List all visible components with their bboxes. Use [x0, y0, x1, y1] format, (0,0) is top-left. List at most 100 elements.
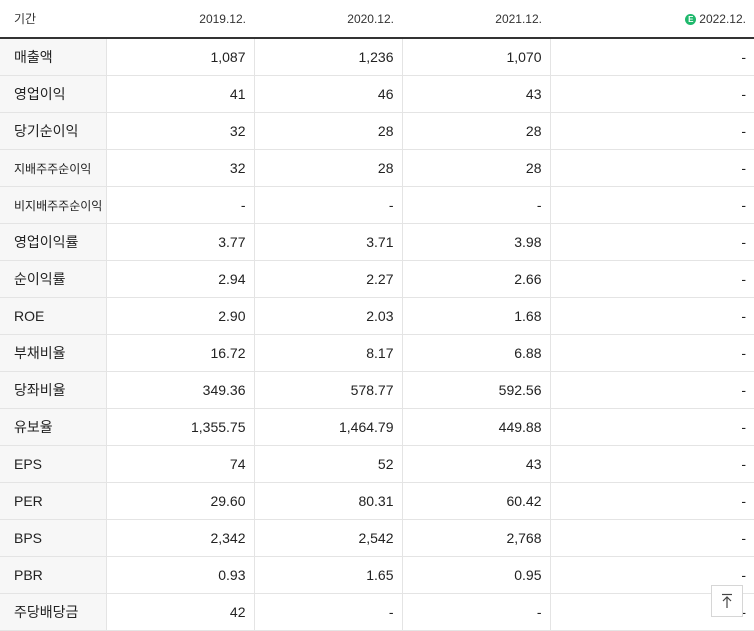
cell-value: 3.77 [106, 223, 255, 261]
cell-value: 1.68 [402, 297, 551, 335]
table-row: PER 29.60 80.31 60.42 - [0, 482, 754, 520]
table-row: 유보율 1,355.75 1,464.79 449.88 - [0, 408, 754, 446]
cell-value: 28 [402, 112, 551, 150]
cell-value: 3.71 [254, 223, 403, 261]
cell-value: 6.88 [402, 334, 551, 372]
estimate-badge-icon: E [685, 13, 697, 25]
table-row: 당기순이익 32 28 28 - [0, 112, 754, 150]
cell-value: - [550, 260, 754, 298]
header-col-2022-label: 2022.12. [699, 11, 746, 26]
cell-value: 2.66 [402, 260, 551, 298]
scroll-to-top-button[interactable] [711, 585, 743, 617]
cell-value: 349.36 [106, 371, 255, 409]
table-row: 주당배당금 42 - - - [0, 593, 754, 631]
cell-value: 1,464.79 [254, 408, 403, 446]
table-row: BPS 2,342 2,542 2,768 - [0, 519, 754, 557]
cell-value: - [550, 223, 754, 261]
cell-value: 43 [402, 75, 551, 113]
table-row: PBR 0.93 1.65 0.95 - [0, 556, 754, 594]
row-label: 당좌비율 [0, 371, 107, 409]
cell-value: - [550, 149, 754, 187]
cell-value: 46 [254, 75, 403, 113]
cell-value: 43 [402, 445, 551, 483]
arrow-up-to-top-icon [722, 593, 732, 608]
cell-value: 42 [106, 593, 255, 631]
row-label: 유보율 [0, 408, 107, 446]
cell-value: 0.93 [106, 556, 255, 594]
cell-value: - [402, 186, 551, 224]
cell-value: 52 [254, 445, 403, 483]
cell-value: 2,342 [106, 519, 255, 557]
row-label: BPS [0, 519, 107, 557]
table-row: ROE 2.90 2.03 1.68 - [0, 297, 754, 335]
cell-value: - [106, 186, 255, 224]
cell-value: 74 [106, 445, 255, 483]
cell-value: 16.72 [106, 334, 255, 372]
cell-value: 28 [402, 149, 551, 187]
table-row: 순이익률 2.94 2.27 2.66 - [0, 260, 754, 298]
header-col-2021: 2021.12. [402, 0, 550, 39]
cell-value: 29.60 [106, 482, 255, 520]
cell-value: 32 [106, 112, 255, 150]
row-label: 영업이익 [0, 75, 107, 113]
row-label: 당기순이익 [0, 112, 107, 150]
cell-value: 8.17 [254, 334, 403, 372]
cell-value: 1,236 [254, 38, 403, 76]
cell-value: - [550, 186, 754, 224]
cell-value: 3.98 [402, 223, 551, 261]
cell-value: 578.77 [254, 371, 403, 409]
cell-value: - [550, 445, 754, 483]
table-row: 부채비율 16.72 8.17 6.88 - [0, 334, 754, 372]
cell-value: 32 [106, 149, 255, 187]
cell-value: - [254, 186, 403, 224]
row-label: 비지배주주순이익 [0, 186, 107, 224]
row-label: 매출액 [0, 38, 107, 76]
cell-value: - [550, 38, 754, 76]
cell-value: 1,355.75 [106, 408, 255, 446]
cell-value: - [550, 112, 754, 150]
cell-value: - [402, 593, 551, 631]
cell-value: 41 [106, 75, 255, 113]
cell-value: - [550, 371, 754, 409]
cell-value: - [550, 408, 754, 446]
cell-value: 2,768 [402, 519, 551, 557]
cell-value: - [550, 482, 754, 520]
table-row: 비지배주주순이익 - - - - [0, 186, 754, 224]
cell-value: 592.56 [402, 371, 551, 409]
cell-value: 2.94 [106, 260, 255, 298]
cell-value: 28 [254, 149, 403, 187]
cell-value: 2.27 [254, 260, 403, 298]
cell-value: - [254, 593, 403, 631]
row-label: EPS [0, 445, 107, 483]
header-col-2020: 2020.12. [254, 0, 402, 39]
cell-value: - [550, 519, 754, 557]
cell-value: 28 [254, 112, 403, 150]
cell-value: - [550, 75, 754, 113]
cell-value: 80.31 [254, 482, 403, 520]
row-label: 지배주주순이익 [0, 149, 107, 187]
cell-value: 1,087 [106, 38, 255, 76]
cell-value: 1,070 [402, 38, 551, 76]
cell-value: 60.42 [402, 482, 551, 520]
row-label: ROE [0, 297, 107, 335]
header-period-label: 기간 [0, 0, 106, 39]
table-row: 영업이익률 3.77 3.71 3.98 - [0, 223, 754, 261]
table-row: 당좌비율 349.36 578.77 592.56 - [0, 371, 754, 409]
cell-value: 449.88 [402, 408, 551, 446]
cell-value: 2.90 [106, 297, 255, 335]
cell-value: 2.03 [254, 297, 403, 335]
table-row: 지배주주순이익 32 28 28 - [0, 149, 754, 187]
cell-value: - [550, 297, 754, 335]
header-col-2019: 2019.12. [106, 0, 254, 39]
row-label: PER [0, 482, 107, 520]
row-label: 부채비율 [0, 334, 107, 372]
header-col-2022: E 2022.12. [550, 0, 754, 39]
cell-value: 2,542 [254, 519, 403, 557]
cell-value: 1.65 [254, 556, 403, 594]
row-label: 순이익률 [0, 260, 107, 298]
header-row: 기간 2019.12. 2020.12. 2021.12. E 2022.12. [0, 0, 754, 39]
table-row: EPS 74 52 43 - [0, 445, 754, 483]
row-label: 영업이익률 [0, 223, 107, 261]
cell-value: - [550, 334, 754, 372]
